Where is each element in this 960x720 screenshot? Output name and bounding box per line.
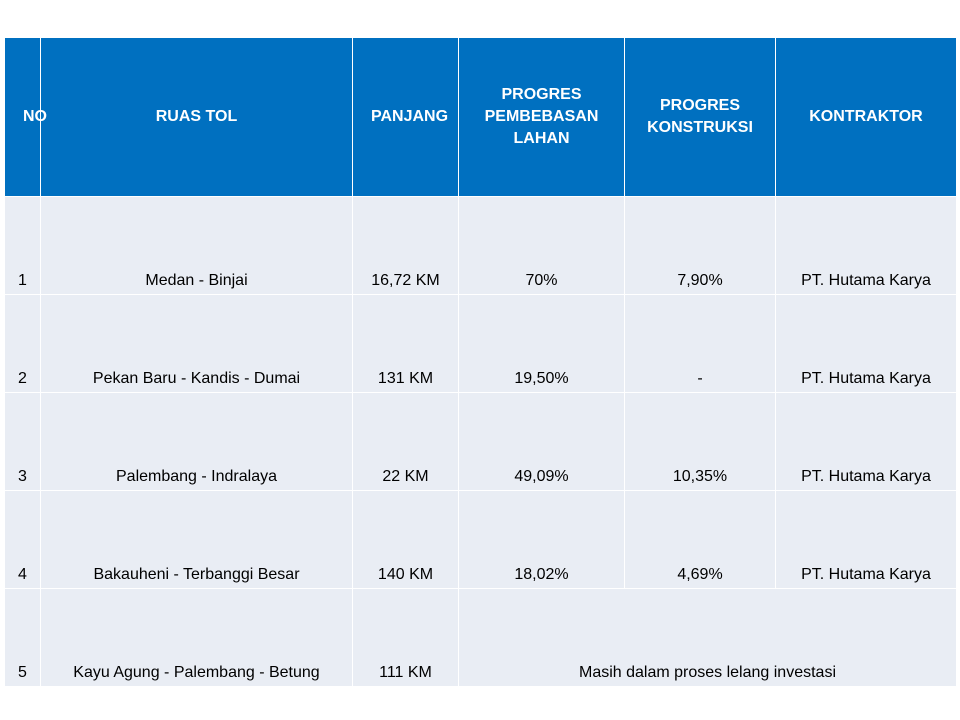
table-cell: 7,90% xyxy=(624,196,776,295)
table-cell: 16,72 KM xyxy=(352,196,459,295)
table-cell: Pekan Baru - Kandis - Dumai xyxy=(40,294,353,393)
toll-table: NO RUAS TOL PANJANG PROGRES PEMBEBASAN LAHA… xyxy=(4,37,957,687)
table-row: 1 Medan - Binjai 16,72 KM 70% 7,90% PT. Hutam… xyxy=(4,196,957,295)
column-header: NO xyxy=(4,37,47,197)
table-cell: - xyxy=(624,294,776,393)
table-cell: Bakauheni - Terbanggi Besar xyxy=(40,490,353,589)
column-header: RUAS TOL xyxy=(40,37,353,197)
table-cell: 2 xyxy=(4,294,41,393)
table-cell: 70% xyxy=(458,196,625,295)
table-cell: PT. Hutama Karya xyxy=(775,196,957,295)
table-cell: 4,69% xyxy=(624,490,776,589)
table-cell: 4 xyxy=(4,490,41,589)
table-row: 5 Kayu Agung - Palembang - Betung 111 KM Ma… xyxy=(4,588,957,687)
table-cell: 140 KM xyxy=(352,490,459,589)
table-cell: 3 xyxy=(4,392,41,491)
table-row: 3 Palembang - Indralaya 22 KM 49,09% 10,35% P… xyxy=(4,392,957,491)
table-cell: 19,50% xyxy=(458,294,625,393)
table-cell: 5 xyxy=(4,588,41,687)
table-cell: PT. Hutama Karya xyxy=(775,392,957,491)
table-cell: Masih dalam proses lelang investasi xyxy=(458,588,957,687)
column-header: PROGRES PEMBEBASAN LAHAN xyxy=(458,37,625,197)
table-cell: 1 xyxy=(4,196,41,295)
table-cell: 131 KM xyxy=(352,294,459,393)
table-cell: 10,35% xyxy=(624,392,776,491)
table-cell: PT. Hutama Karya xyxy=(775,490,957,589)
table-row: 4 Bakauheni - Terbanggi Besar 140 KM 18,02%… xyxy=(4,490,957,589)
table-row: 2 Pekan Baru - Kandis - Dumai 131 KM 19,50%… xyxy=(4,294,957,393)
table-cell: PT. Hutama Karya xyxy=(775,294,957,393)
table-cell: 22 KM xyxy=(352,392,459,491)
column-header: PROGRES KONSTRUKSI xyxy=(624,37,776,197)
column-header: PANJANG xyxy=(352,37,459,197)
table-cell: Palembang - Indralaya xyxy=(40,392,353,491)
table-cell: 49,09% xyxy=(458,392,625,491)
table-cell: Medan - Binjai xyxy=(40,196,353,295)
table-cell: Kayu Agung - Palembang - Betung xyxy=(40,588,353,687)
column-header: KONTRAKTOR xyxy=(775,37,957,197)
table-cell: 111 KM xyxy=(352,588,459,687)
header-row: NO RUAS TOL PANJANG PROGRES PEMBEBASAN LAHA… xyxy=(4,37,957,197)
table-cell: 18,02% xyxy=(458,490,625,589)
table-body: 1 Medan - Binjai 16,72 KM 70% 7,90% PT. Hutam… xyxy=(4,196,957,687)
